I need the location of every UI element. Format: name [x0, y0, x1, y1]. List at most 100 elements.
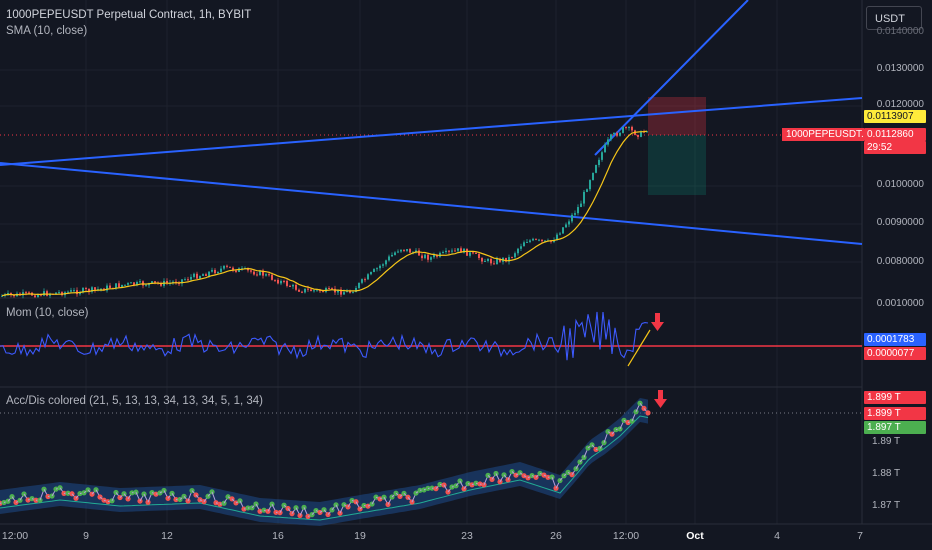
candle-body: [166, 280, 168, 284]
candle-body: [607, 139, 609, 145]
candle-body: [352, 292, 354, 294]
candle-body: [34, 295, 36, 298]
candle-body: [322, 291, 324, 293]
red-down-arrow-icon: [651, 313, 664, 331]
candle-body: [268, 274, 270, 276]
candle-body: [415, 250, 417, 253]
candle-body: [235, 270, 237, 272]
candle-body: [400, 249, 402, 252]
candlestick-series[interactable]: [1, 125, 648, 299]
candle-body: [589, 180, 591, 190]
sma-indicator-label[interactable]: SMA (10, close): [6, 25, 88, 37]
momentum-line[interactable]: [0, 311, 649, 361]
candle-body: [160, 283, 162, 286]
candle-body: [22, 292, 24, 296]
candle-body: [385, 260, 387, 265]
candle-body: [349, 290, 351, 293]
candle-body: [253, 271, 255, 275]
candle-body: [640, 131, 642, 137]
candle-body: [571, 214, 573, 222]
candle-body: [181, 279, 183, 284]
accdist-tick: 1.87 T: [872, 500, 901, 511]
candle-body: [367, 274, 369, 280]
steep-trendline[interactable]: [594, 0, 749, 156]
candle-body: [307, 288, 309, 290]
stop-loss-zone[interactable]: [648, 97, 706, 135]
currency-button[interactable]: USDT: [866, 6, 922, 30]
candle-body: [427, 254, 429, 260]
momentum-tick: 0.0010000: [876, 298, 924, 309]
candle-body: [106, 285, 108, 291]
candle-body: [7, 293, 9, 295]
candle-body: [475, 252, 477, 254]
candle-body: [127, 283, 129, 285]
candle-body: [493, 263, 495, 265]
candle-body: [340, 289, 342, 295]
candle-body: [646, 131, 648, 133]
candle-body: [217, 271, 219, 274]
price-tick: 0.0120000: [876, 99, 924, 110]
candle-body: [484, 260, 486, 262]
candle-body: [445, 250, 447, 253]
candle-body: [298, 289, 300, 292]
candle-body: [406, 249, 408, 251]
candle-body: [199, 275, 201, 279]
candle-body: [214, 269, 216, 274]
take-profit-zone[interactable]: [648, 135, 706, 195]
upper-trendline[interactable]: [0, 97, 863, 166]
candle-body: [229, 266, 231, 268]
candle-body: [226, 265, 228, 267]
accdist-dot: [13, 499, 19, 506]
candle-body: [301, 291, 303, 293]
candle-body: [586, 189, 588, 192]
momentum-value-label: 0.0001783: [864, 333, 926, 346]
candle-body: [88, 288, 90, 292]
momentum-drawn-line[interactable]: [627, 329, 651, 367]
candle-body: [601, 152, 603, 160]
accdist-value-label: 1.899 T: [864, 407, 926, 420]
candle-body: [580, 203, 582, 208]
lower-trendline[interactable]: [0, 162, 863, 245]
candle-body: [418, 250, 420, 256]
candle-body: [193, 273, 195, 277]
candle-body: [202, 274, 204, 276]
candle-body: [460, 248, 462, 253]
price-tick: 0.0100000: [876, 179, 924, 190]
candle-body: [595, 164, 597, 173]
candle-body: [373, 269, 375, 272]
candle-body: [487, 258, 489, 261]
price-tick: 0.0130000: [876, 63, 924, 74]
candle-body: [469, 252, 471, 256]
candle-body: [286, 280, 288, 286]
candle-body: [454, 250, 456, 252]
candle-body: [355, 287, 357, 293]
candle-body: [376, 268, 378, 270]
candle-body: [25, 292, 27, 294]
candle-body: [481, 257, 483, 262]
countdown-label: 29:52: [864, 141, 926, 154]
candle-body: [58, 292, 60, 294]
candle-body: [358, 282, 360, 288]
candle-body: [121, 284, 123, 288]
candle-body: [529, 240, 531, 242]
candle-body: [55, 292, 57, 294]
candle-body: [259, 270, 261, 276]
candle-body: [184, 279, 186, 281]
candle-body: [514, 253, 516, 258]
candle-body: [139, 281, 141, 283]
accdist-indicator-label[interactable]: Acc/Dis colored (21, 5, 13, 13, 34, 13, …: [6, 395, 263, 407]
momentum-indicator-label[interactable]: Mom (10, close): [6, 307, 89, 319]
time-tick: 12: [161, 530, 173, 542]
candle-body: [583, 191, 585, 204]
candle-body: [304, 288, 306, 293]
chart-title[interactable]: 1000PEPEUSDT Perpetual Contract, 1h, BYB…: [6, 9, 252, 21]
candle-body: [364, 279, 366, 281]
candle-body: [565, 224, 567, 228]
accdist-dot: [645, 410, 651, 416]
candle-body: [289, 285, 291, 287]
high-price-label: 0.0113907: [864, 110, 926, 123]
candle-body: [205, 274, 207, 276]
accdist-series[interactable]: [0, 400, 651, 520]
candle-body: [265, 274, 267, 276]
